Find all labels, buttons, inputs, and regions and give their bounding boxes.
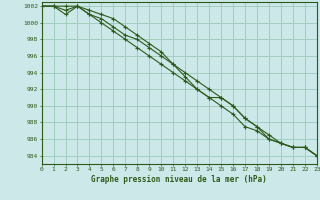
X-axis label: Graphe pression niveau de la mer (hPa): Graphe pression niveau de la mer (hPa) <box>91 175 267 184</box>
